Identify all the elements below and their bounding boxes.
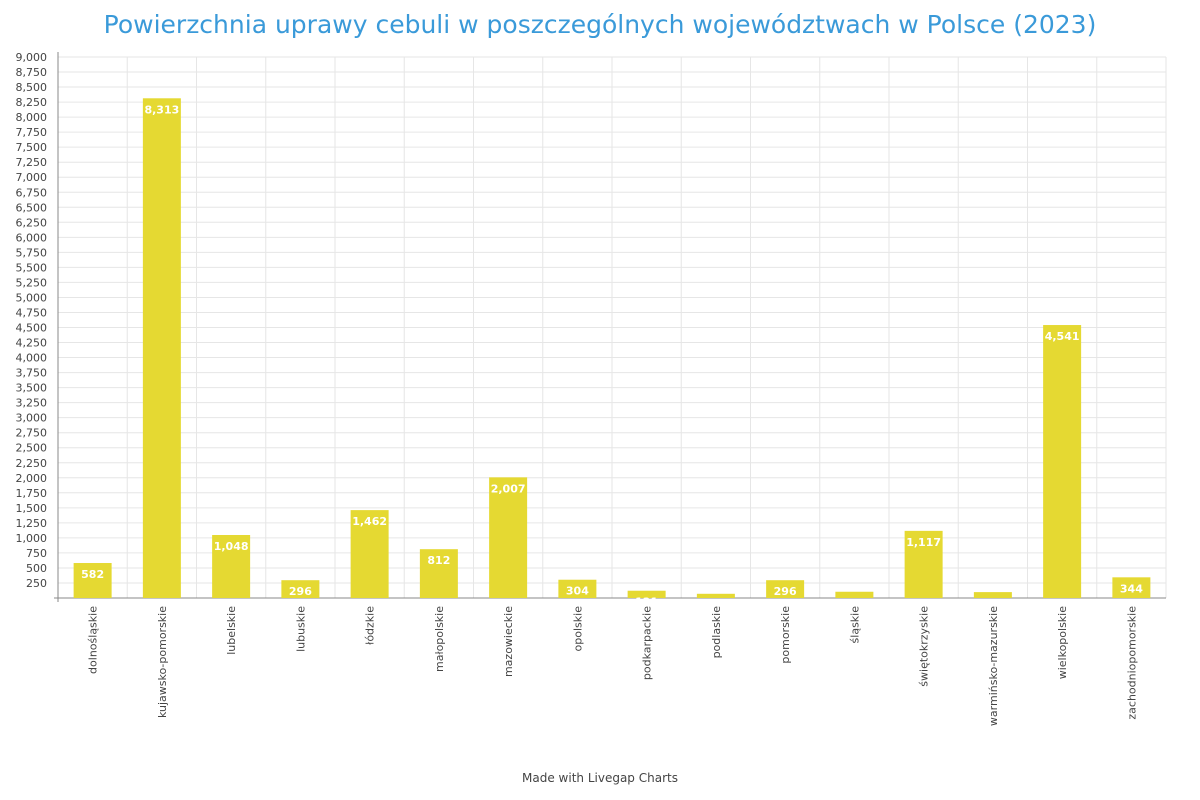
y-tick-label: 2,500 (16, 442, 48, 455)
data-label: 104 (843, 597, 866, 610)
y-tick-label: 2,000 (16, 472, 48, 485)
x-tick-label: wielkopolskie (1056, 606, 1069, 680)
x-tick-label: śląskie (848, 606, 861, 644)
x-tick-label: podlaskie (710, 606, 723, 659)
y-tick-label: 750 (26, 547, 47, 560)
bar (350, 510, 389, 598)
y-tick-label: 7,250 (16, 156, 48, 169)
y-tick-label: 9,000 (16, 51, 48, 64)
x-tick-label: zachodniopomorskie (1125, 606, 1138, 720)
y-tick-label: 5,000 (16, 291, 48, 304)
bar (1043, 325, 1082, 598)
y-tick-label: 2,750 (16, 427, 48, 440)
x-tick-label: małopolskie (433, 606, 446, 672)
data-label: 812 (427, 554, 450, 567)
data-label: 70 (708, 599, 724, 612)
y-tick-label: 6,250 (16, 216, 48, 229)
x-tick-label: łódzkie (364, 606, 377, 645)
x-tick-label: lubelskie (225, 606, 238, 655)
footer-credit: Made with Livegap Charts (522, 771, 678, 785)
y-tick-label: 3,750 (16, 367, 48, 380)
y-tick-label: 2,250 (16, 457, 48, 470)
x-tick-label: warmińsko-mazurskie (987, 606, 1000, 726)
bar (904, 530, 943, 598)
data-label: 304 (566, 585, 589, 598)
y-tick-label: 1,250 (16, 517, 48, 530)
bar (558, 579, 597, 598)
data-label: 344 (1120, 582, 1143, 595)
y-tick-label: 3,500 (16, 382, 48, 395)
bar (696, 593, 735, 598)
data-label: 1,462 (352, 515, 387, 528)
y-tick-label: 7,500 (16, 141, 48, 154)
bar (627, 590, 666, 598)
bar (489, 477, 528, 598)
y-tick-label: 8,000 (16, 111, 48, 124)
chart-title: Powierzchnia uprawy cebuli w poszczególn… (103, 10, 1097, 39)
y-tick-label: 6,500 (16, 201, 48, 214)
y-tick-label: 4,250 (16, 337, 48, 350)
y-tick-label: 6,000 (16, 231, 48, 244)
bar (419, 549, 458, 598)
y-tick-label: 8,500 (16, 81, 48, 94)
y-tick-label: 3,250 (16, 397, 48, 410)
data-label: 121 (635, 596, 658, 609)
data-label: 98 (985, 597, 1000, 610)
data-label: 1,117 (906, 536, 941, 549)
data-label: 2,007 (491, 482, 526, 495)
x-tick-label: pomorskie (779, 606, 792, 664)
x-tick-label: podkarpackie (641, 606, 654, 680)
bar (766, 580, 805, 598)
y-tick-label: 4,000 (16, 352, 48, 365)
y-tick-label: 4,750 (16, 306, 48, 319)
bar (1112, 577, 1151, 598)
bar (973, 592, 1012, 598)
x-tick-label: świętokrzyskie (918, 606, 931, 687)
x-tick-label: kujawsko-pomorskie (156, 606, 169, 718)
data-label: 8,313 (144, 103, 179, 116)
x-tick-label: lubuskie (294, 606, 307, 652)
y-tick-label: 5,250 (16, 276, 48, 289)
data-label: 1,048 (214, 540, 249, 553)
y-tick-label: 1,000 (16, 532, 48, 545)
x-tick-label: opolskie (571, 606, 584, 652)
y-tick-label: 3,000 (16, 412, 48, 425)
bar (73, 563, 112, 598)
y-tick-label: 1,750 (16, 487, 48, 500)
y-tick-label: 6,750 (16, 186, 48, 199)
bar (835, 591, 874, 598)
y-tick-label: 4,500 (16, 322, 48, 335)
bar (142, 98, 181, 599)
y-tick-label: 1,500 (16, 502, 48, 515)
x-tick-label: mazowieckie (502, 606, 515, 677)
bar (281, 580, 320, 598)
y-tick-label: 5,500 (16, 261, 48, 274)
y-tick-label: 5,750 (16, 246, 48, 259)
y-tick-label: 8,250 (16, 96, 48, 109)
data-label: 4,541 (1045, 330, 1080, 343)
y-tick-label: 7,750 (16, 126, 48, 139)
y-tick-label: 8,750 (16, 66, 48, 79)
x-tick-label: dolnośląskie (87, 606, 100, 674)
bar (212, 535, 251, 598)
y-tick-label: 500 (26, 562, 47, 575)
y-tick-label: 250 (26, 577, 47, 590)
data-label: 296 (774, 585, 797, 598)
y-tick-label: 7,000 (16, 171, 48, 184)
data-label: 582 (81, 568, 104, 581)
data-label: 296 (289, 585, 312, 598)
